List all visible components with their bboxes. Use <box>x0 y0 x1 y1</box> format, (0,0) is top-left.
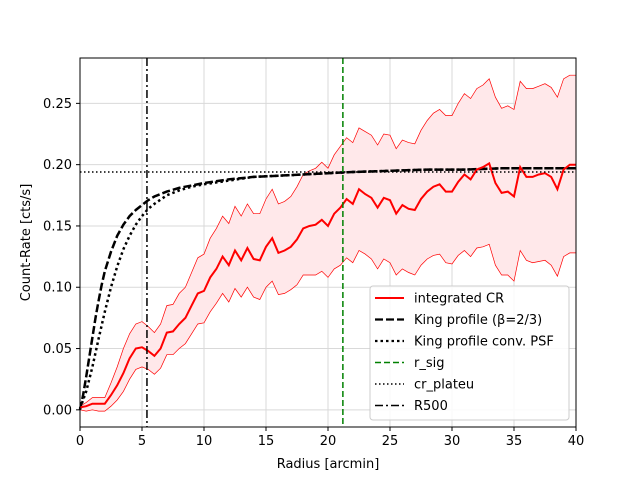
x-tick-label: 40 <box>568 434 585 449</box>
band-fill <box>80 75 576 412</box>
reference-lines <box>80 58 576 427</box>
series-line-dotted-black <box>78 167 576 410</box>
x-tick-label: 5 <box>138 434 146 449</box>
x-tick-label: 0 <box>76 434 84 449</box>
x-tick-label: 20 <box>320 434 337 449</box>
legend-label: King profile conv. PSF <box>414 335 554 350</box>
x-tick-label: 25 <box>382 434 399 449</box>
legend-label: integrated CR <box>414 292 504 307</box>
y-tick-label: 0.20 <box>43 158 72 173</box>
legend-label: R500 <box>414 399 448 414</box>
legend-box <box>369 285 570 421</box>
x-tick-label: 30 <box>444 434 461 449</box>
legend-label: cr_plateu <box>414 378 474 393</box>
y-tick-label: 0.05 <box>43 342 72 357</box>
x-tick-label: 35 <box>506 434 523 449</box>
x-axis-label: Radius [arcmin] <box>277 457 380 472</box>
uncertainty-band <box>80 75 576 412</box>
y-tick-label: 0.10 <box>43 281 72 296</box>
legend-label: King profile (β=2/3) <box>414 313 542 328</box>
series-line-band-lower <box>79 243 576 412</box>
x-tick-label: 15 <box>258 434 275 449</box>
y-axis-label: Count-Rate [cts/s] <box>19 184 34 302</box>
series-layer <box>78 74 576 412</box>
legend: integrated CR King profile (β=2/3) King pr… <box>369 285 570 421</box>
series-line-dashed-black <box>78 167 576 411</box>
series-line-solid-red <box>79 161 576 409</box>
series-line-band-upper <box>79 74 576 407</box>
x-tick-label: 10 <box>196 434 213 449</box>
y-tick-label: 0.15 <box>43 219 72 234</box>
y-tick-label: 0.00 <box>43 403 72 418</box>
legend-label: r_sig <box>414 356 444 371</box>
axis-ticks: 0 5 10 15 20 25 30 35 40 0.00 0.05 0.10 0.15 0.20 0.25 <box>43 97 584 449</box>
y-tick-label: 0.25 <box>43 97 72 112</box>
